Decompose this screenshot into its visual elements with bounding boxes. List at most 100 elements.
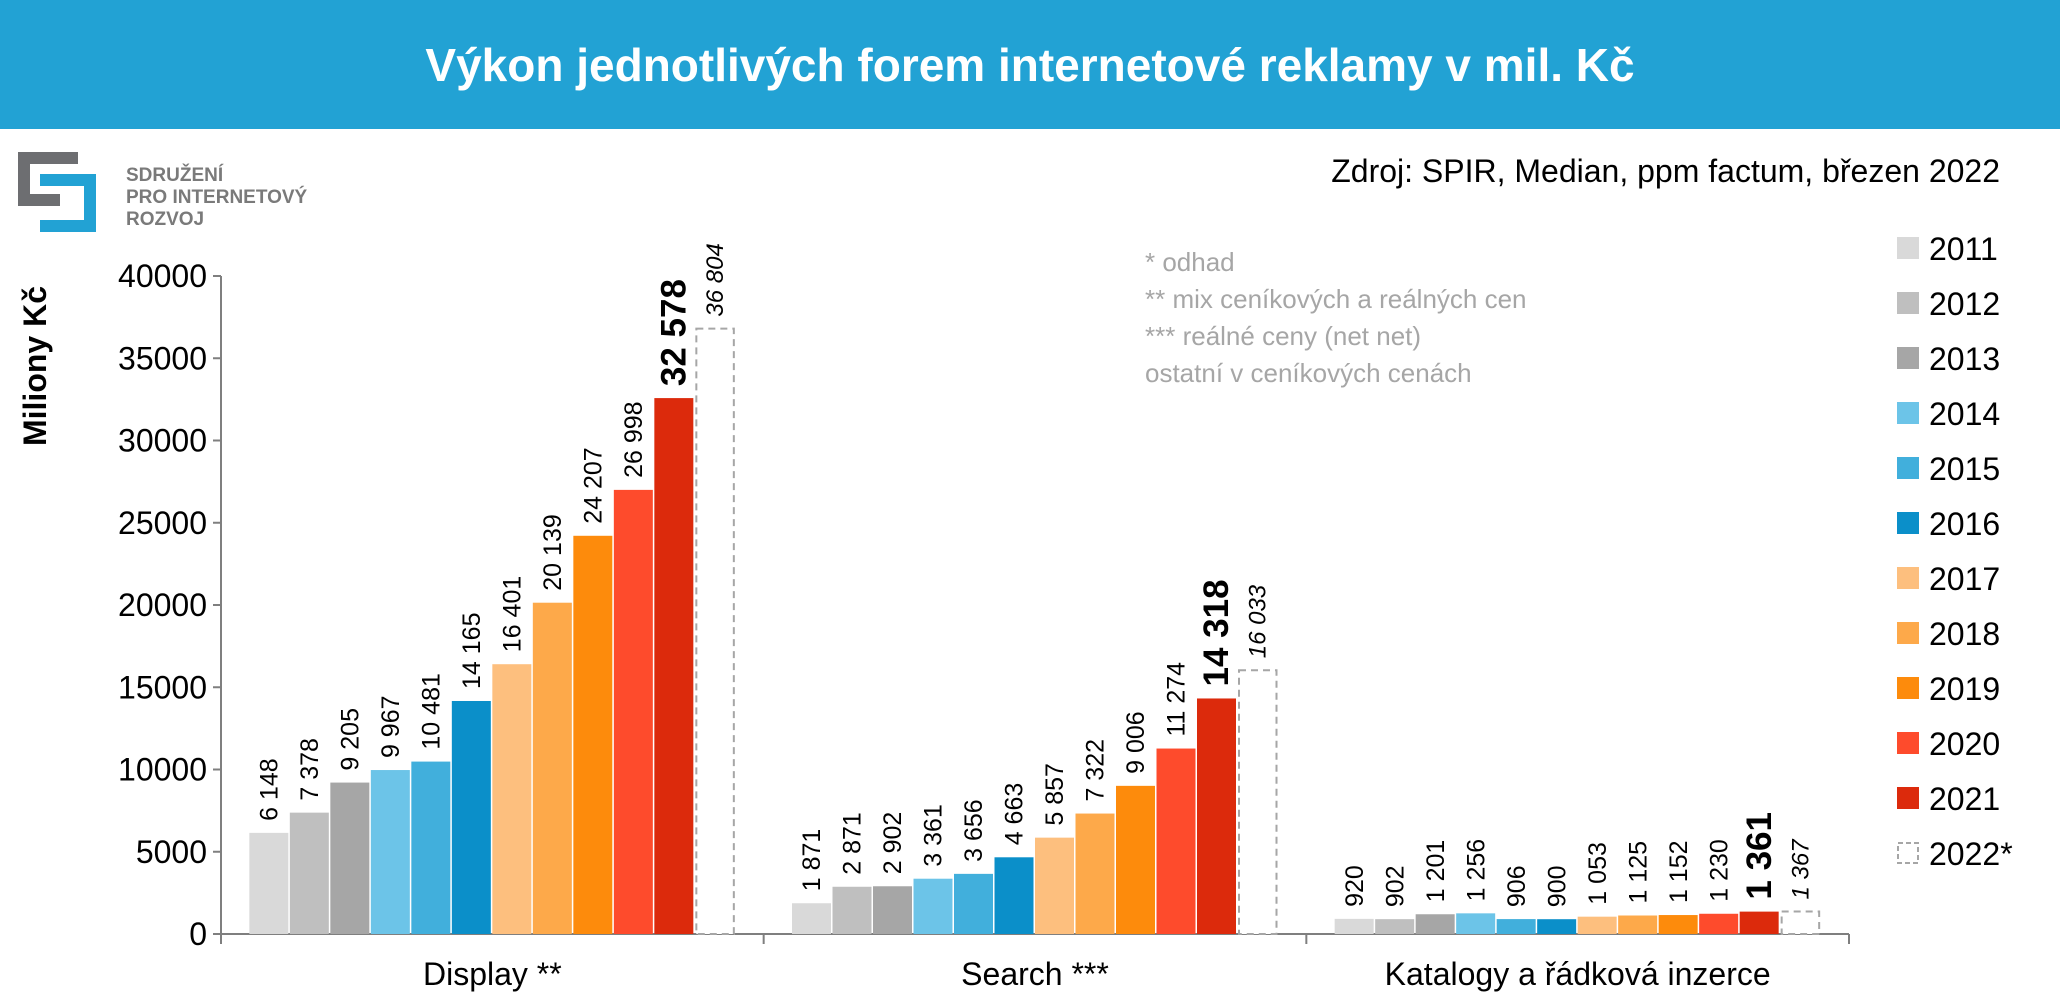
legend-label: 2016	[1929, 506, 2000, 542]
y-tick-label: 35000	[118, 340, 207, 376]
data-label: 16 033	[1245, 584, 1272, 658]
data-label: 3 361	[920, 804, 948, 867]
bar-2020	[1156, 748, 1196, 934]
spir-logo-icon	[18, 152, 96, 232]
bar-2018	[532, 602, 572, 934]
bar-2018	[1075, 813, 1115, 934]
logo-line-2: PRO INTERNETOVÝ	[126, 187, 308, 208]
bar-2017	[1577, 916, 1617, 934]
legend-swatch	[1897, 402, 1919, 424]
bar-2012	[1375, 919, 1415, 934]
legend-label: 2017	[1929, 561, 2000, 597]
legend-swatch	[1897, 292, 1919, 314]
legend-label: 2014	[1929, 396, 2000, 432]
bar-2017	[492, 664, 532, 934]
note-list-prices: ostatní v ceníkových cenách	[1145, 358, 1472, 388]
data-label: 6 148	[256, 758, 284, 821]
data-label: 906	[1503, 865, 1531, 907]
note-real-prices: *** reálné ceny (net net)	[1145, 321, 1422, 351]
y-tick-label: 10000	[118, 752, 207, 788]
logo-line-3: ROZVOJ	[126, 209, 205, 230]
legend-swatch	[1897, 512, 1919, 534]
bar-2016	[1537, 919, 1577, 934]
bar-2015	[411, 761, 451, 934]
bar-2020	[613, 489, 653, 934]
bar-2021	[1197, 698, 1236, 934]
data-label: 10 481	[418, 673, 446, 749]
legend-label: 2013	[1929, 341, 2000, 377]
bar-2011	[249, 832, 289, 934]
note-mixed-prices: ** mix ceníkových a reálných cen	[1145, 284, 1527, 314]
legend-swatch	[1897, 622, 1919, 644]
bar-2018	[1618, 915, 1658, 934]
y-axis-title: Miliony Kč	[17, 286, 53, 446]
data-label: 1 256	[1462, 839, 1490, 902]
logo-text: SDRUŽENÍ PRO INTERNETOVÝ ROZVOJ	[126, 165, 307, 231]
data-label: 5 857	[1041, 763, 1069, 826]
data-label: 14 165	[458, 613, 486, 689]
data-label: 14 318	[1197, 579, 1236, 686]
legend-swatch	[1897, 732, 1919, 754]
data-label: 32 578	[655, 279, 694, 386]
data-label: 1 125	[1624, 841, 1652, 904]
legend-swatch	[1897, 237, 1919, 259]
bar-2014	[913, 878, 953, 934]
note-estimate: * odhad	[1145, 247, 1235, 277]
bar-2015	[1496, 919, 1536, 934]
data-label: 3 656	[960, 799, 988, 862]
y-tick-label: 0	[189, 916, 207, 952]
category-label: Display **	[423, 956, 562, 992]
y-tick-label: 15000	[118, 669, 207, 705]
data-label: 1 053	[1584, 842, 1612, 905]
data-label: 36 804	[702, 243, 729, 316]
title-banner: Výkon jednotlivých forem internetové rek…	[0, 0, 2060, 129]
bar-2020	[1699, 913, 1739, 934]
data-label: 9 967	[377, 695, 405, 758]
data-label: 900	[1543, 865, 1571, 907]
bar-2015	[954, 873, 993, 934]
y-tick-label: 20000	[118, 587, 207, 623]
data-label: 2 902	[879, 812, 907, 875]
data-label: 1 367	[1787, 838, 1814, 900]
bar-2014	[370, 770, 410, 934]
data-label: 11 274	[1163, 662, 1191, 737]
bar-2019	[1116, 785, 1155, 934]
data-label: 16 401	[499, 576, 527, 652]
bar-2017	[1035, 837, 1074, 934]
bar-2013	[873, 886, 912, 934]
bar-2012	[832, 886, 872, 934]
legend-label: 2011	[1929, 231, 1998, 267]
bar-2022-estimate	[695, 327, 735, 935]
y-tick-label: 5000	[136, 834, 207, 870]
legend-swatch	[1897, 457, 1919, 479]
bar-2021	[654, 398, 694, 934]
bar-2012	[289, 812, 329, 934]
data-label: 9 006	[1122, 711, 1150, 774]
y-tick-label: 30000	[118, 423, 207, 459]
data-label: 9 205	[337, 708, 365, 771]
bar-2011	[1334, 918, 1374, 934]
bar-2014	[1456, 913, 1496, 934]
legend-swatch	[1897, 842, 1919, 864]
legend-label: 2012	[1929, 286, 2000, 322]
bar-2016	[451, 700, 491, 934]
legend-label: 2019	[1929, 671, 2000, 707]
bar-2016	[994, 857, 1034, 934]
data-label: 24 207	[580, 447, 608, 523]
legend-label: 2018	[1929, 616, 2000, 652]
data-label: 20 139	[539, 514, 567, 590]
bar-2019	[1658, 915, 1698, 934]
data-label: 902	[1381, 865, 1409, 907]
data-label: 1 152	[1665, 840, 1693, 903]
legend-label: 2022*	[1929, 836, 2013, 872]
category-label: Katalogy a řádková inzerce	[1385, 956, 1771, 992]
data-label: 920	[1341, 865, 1369, 907]
data-label: 2 871	[839, 812, 867, 875]
legend-swatch	[1897, 677, 1919, 699]
bar-2019	[573, 535, 613, 934]
footnotes: * odhad ** mix ceníkových a reálných cen…	[1145, 244, 1527, 392]
data-label: 4 663	[1001, 783, 1029, 846]
bar-2021	[1739, 911, 1779, 934]
y-tick-label: 40000	[118, 258, 207, 294]
